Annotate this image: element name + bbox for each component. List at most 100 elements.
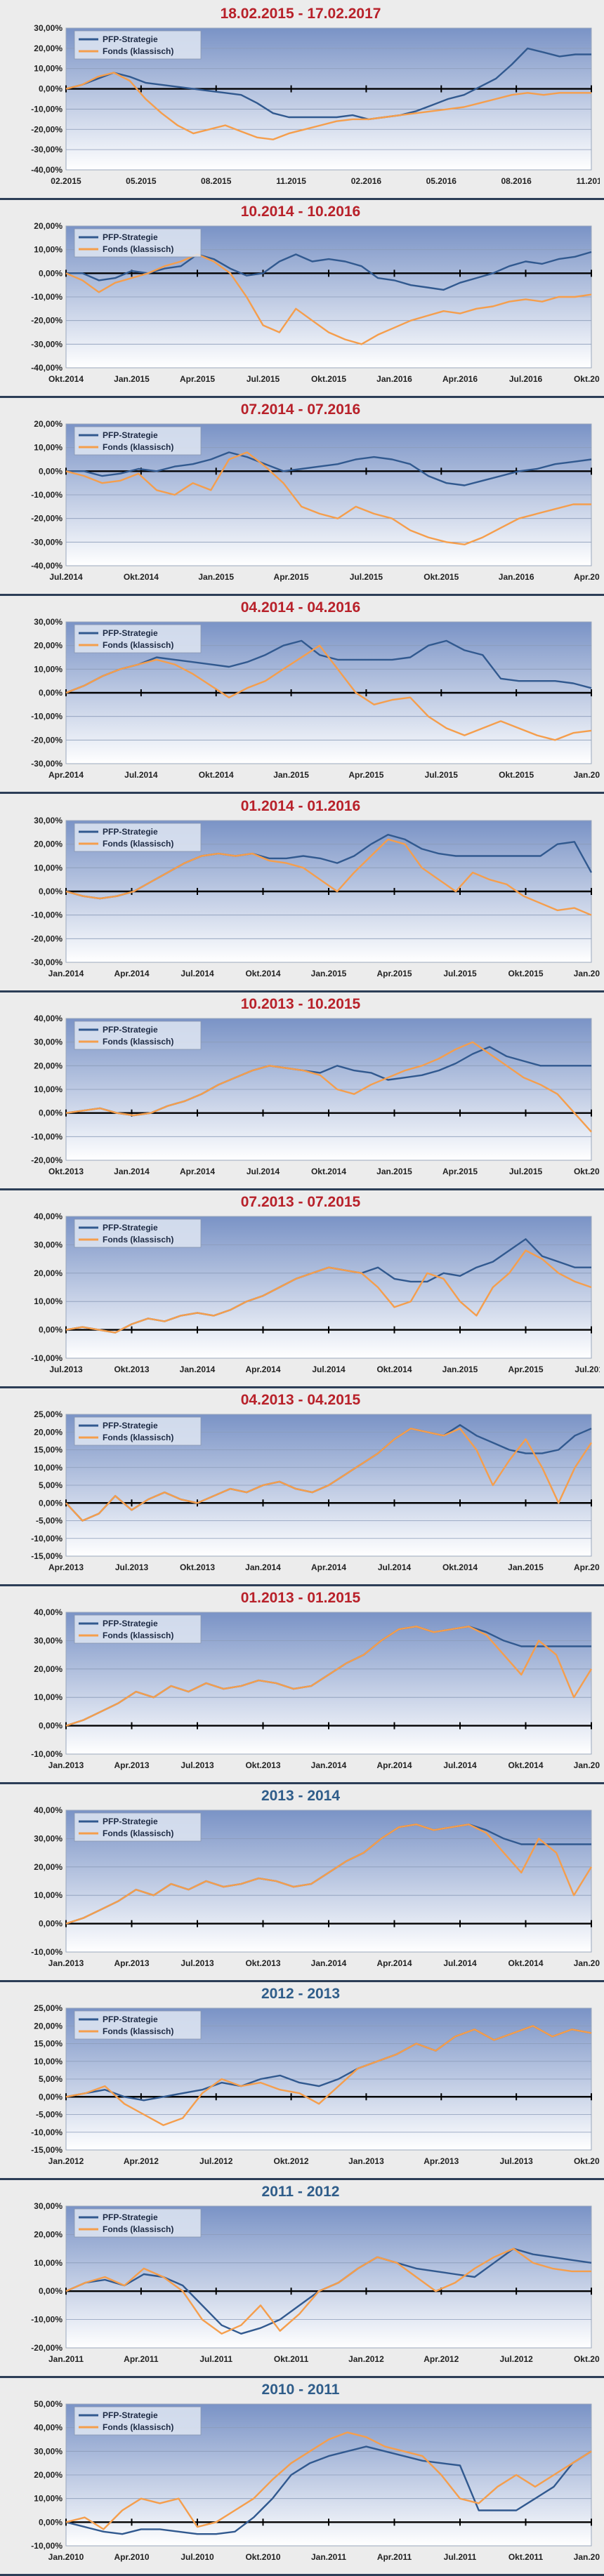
- y-tick-label: -15,00%: [31, 2145, 63, 2155]
- y-tick-label: 20,00%: [34, 1664, 63, 1674]
- x-tick-label: Okt.2015: [574, 1167, 600, 1176]
- y-tick-label: 0,00%: [39, 2286, 63, 2296]
- x-tick-label: Jan.2014: [311, 1760, 347, 1770]
- legend-label-fund: Fonds (klassisch): [103, 1235, 173, 1244]
- x-tick-label: Jul.2012: [499, 2354, 533, 2364]
- x-tick-label: Okt.2014: [442, 1562, 478, 1572]
- y-tick-label: 10,00%: [34, 1463, 63, 1473]
- y-tick-label: -30,00%: [31, 957, 63, 967]
- panel-separator: [0, 1782, 604, 1784]
- x-tick-label: Apr.2013: [48, 1562, 84, 1572]
- legend-box: [74, 1416, 202, 1446]
- y-tick-label: -10,00%: [31, 2127, 63, 2137]
- legend-box: [74, 1812, 202, 1842]
- panel-separator: [0, 990, 604, 992]
- x-tick-label: Apr.2013: [114, 1958, 149, 1968]
- x-tick-label: Okt.2014: [508, 1760, 543, 1770]
- x-tick-label: Apr.2014: [180, 1167, 215, 1176]
- x-tick-label: Jan.2014: [114, 1167, 150, 1176]
- legend-box: [74, 2010, 202, 2040]
- y-tick-label: 15,00%: [34, 1445, 63, 1455]
- chart-panel: 2013 - 2014 40,00% 30,00% 20,00% 10,00% 0,00%…: [1, 1785, 600, 1979]
- y-tick-label: 5,00%: [39, 2074, 63, 2084]
- y-tick-label: -10,00%: [31, 1947, 63, 1957]
- y-tick-label: 20,00%: [34, 1061, 63, 1070]
- legend-label-fund: Fonds (klassisch): [103, 2422, 173, 2432]
- x-tick-label: Okt.2013: [114, 1365, 149, 1374]
- x-tick-label: Jan.2016: [499, 572, 534, 582]
- chart-panel: 07.2013 - 07.2015 40,00% 30,00% 20,00% 10,00…: [1, 1191, 600, 1385]
- y-tick-label: 30,00%: [34, 816, 63, 825]
- y-tick-label: 30,00%: [34, 1037, 63, 1047]
- y-tick-label: 40,00%: [34, 1212, 63, 1221]
- x-tick-label: Jan.2013: [48, 1760, 84, 1770]
- x-tick-label: Apr.2015: [574, 1562, 600, 1572]
- chart-title: 2013 - 2014: [261, 1788, 341, 1804]
- line-chart: 30,00% 20,00% 10,00% 0,00% -10,00% -20,00% -30…: [31, 618, 600, 780]
- y-tick-label: 10,00%: [34, 443, 63, 453]
- series-line-fund: [65, 451, 591, 545]
- y-tick-label: -10,00%: [31, 490, 63, 500]
- y-tick-label: -10,00%: [31, 292, 63, 302]
- chart-panel: 04.2014 - 04.2016 30,00% 20,00% 10,00% 0,00%…: [1, 597, 600, 790]
- x-tick-label: Apr.2012: [124, 2156, 159, 2166]
- legend-box: [74, 1614, 202, 1644]
- x-tick-label: Jul.2013: [180, 1958, 214, 1968]
- x-tick-label: Jul.2016: [509, 374, 543, 384]
- series-line-fund: [65, 72, 591, 140]
- x-tick-label: Jul.2013: [49, 1365, 83, 1374]
- y-tick-label: -10,00%: [31, 1534, 63, 1543]
- x-tick-label: Jul.2014: [124, 770, 158, 780]
- y-tick-label: -40,00%: [31, 165, 63, 175]
- x-tick-label: Apr.2010: [114, 2552, 149, 2562]
- legend-label-fund: Fonds (klassisch): [103, 442, 173, 452]
- y-tick-label: 15,00%: [34, 2039, 63, 2049]
- x-tick-label: Jan.2015: [574, 1958, 600, 1968]
- x-tick-label: Jul.2014: [378, 1562, 412, 1572]
- x-tick-label: Jan.2016: [574, 770, 600, 780]
- x-tick-label: Jul.2013: [499, 2156, 533, 2166]
- x-tick-label: Okt.2014: [48, 374, 84, 384]
- x-tick-label: 02.2015: [51, 176, 81, 186]
- x-tick-label: Jul.2014: [49, 572, 83, 582]
- x-tick-label: Jan.2011: [48, 2354, 84, 2364]
- chart-title: 01.2014 - 01.2016: [240, 798, 361, 814]
- legend-label-strategy: PFP-Strategie: [103, 232, 158, 242]
- x-tick-label: Jul.2014: [247, 1167, 280, 1176]
- y-tick-label: -10,00%: [31, 2541, 63, 2551]
- y-tick-label: 25,00%: [34, 1410, 63, 1419]
- chart-title: 18.02.2015 - 17.02.2017: [220, 6, 381, 22]
- y-tick-label: 40,00%: [34, 1608, 63, 1617]
- x-tick-label: Jul.2015: [350, 572, 383, 582]
- line-chart: 40,00%30,00%20,00%10,00%0,00%-10,00%Jan.…: [31, 1608, 600, 1770]
- y-tick-label: 0,00%: [39, 1919, 63, 1929]
- chart-title: 04.2013 - 04.2015: [240, 1392, 361, 1408]
- x-tick-label: Apr.2011: [377, 2552, 412, 2562]
- x-tick-label: Jan.2015: [198, 572, 234, 582]
- legend: PFP-Strategie Fonds (klassisch): [74, 1021, 202, 1050]
- legend-label-strategy: PFP-Strategie: [103, 1025, 158, 1035]
- x-tick-label: 05.2015: [126, 176, 157, 186]
- y-tick-label: -40,00%: [31, 363, 63, 373]
- x-tick-label: Jul.2015: [509, 1167, 543, 1176]
- legend-box: [74, 1021, 202, 1050]
- chart-panel: 10.2013 - 10.2015 40,00% 30,00% 20,00% 10,00…: [1, 993, 600, 1187]
- panel-separator: [0, 2178, 604, 2180]
- legend-label-strategy: PFP-Strategie: [103, 2212, 158, 2222]
- x-tick-label: Jan.2015: [311, 969, 347, 978]
- x-tick-label: Okt.2014: [245, 969, 280, 978]
- x-tick-label: Jul.2013: [180, 1760, 214, 1770]
- x-tick-label: Jul.2012: [199, 2156, 233, 2166]
- y-tick-label: 10,00%: [34, 1084, 63, 1094]
- x-tick-label: Jan.2014: [48, 969, 84, 978]
- y-tick-label: 0,00%: [39, 2517, 63, 2527]
- legend-label-fund: Fonds (klassisch): [103, 1037, 173, 1047]
- x-tick-label: Jan.2011: [311, 2552, 346, 2562]
- legend: PFP-Strategie Fonds (klassisch): [74, 1219, 202, 1248]
- legend: PFP-Strategie Fonds (klassisch): [74, 624, 202, 653]
- line-chart: 50,00% 40,00% 30,00% 20,00% 10,00% 0,00% -10,0…: [31, 2400, 600, 2562]
- series-line-fund: [65, 1041, 592, 1133]
- x-tick-label: 11.2015: [276, 176, 306, 186]
- x-tick-label: Apr.2015: [274, 572, 309, 582]
- line-chart: 40,00%30,00%20,00%10,00%0,00%-10,00%Jan.…: [31, 1806, 600, 1968]
